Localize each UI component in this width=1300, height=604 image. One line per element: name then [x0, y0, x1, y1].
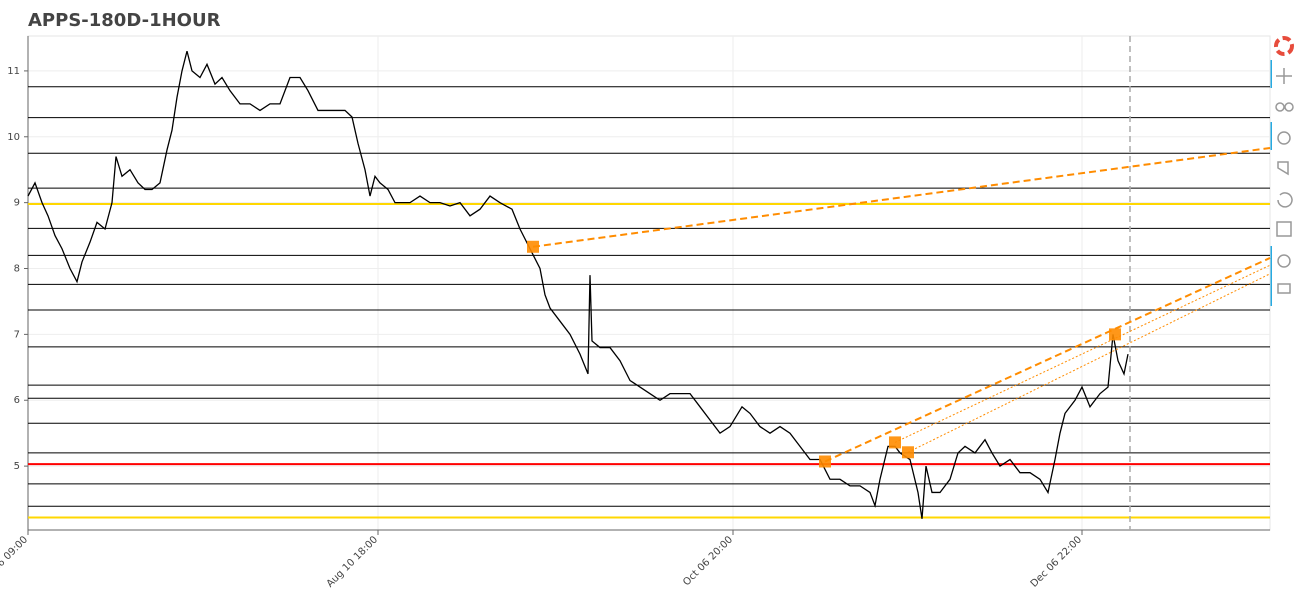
y-tick-label: 11 — [7, 66, 20, 77]
save-tool[interactable] — [1276, 221, 1292, 237]
zoom-tool[interactable] — [1284, 102, 1294, 112]
select-tool[interactable] — [1277, 161, 1289, 176]
trend-line — [894, 264, 1271, 443]
marker — [819, 455, 831, 468]
reset-tool[interactable] — [1277, 192, 1293, 208]
trend-line — [824, 257, 1271, 463]
y-tick-label: 7 — [14, 329, 20, 340]
marker — [889, 436, 901, 449]
hover-tool[interactable] — [1277, 283, 1291, 294]
y-tick-label: 10 — [7, 132, 20, 143]
crosshair-tool[interactable] — [1277, 254, 1291, 268]
zoom-tool[interactable] — [1275, 102, 1285, 112]
tool-active — [1270, 122, 1272, 150]
trend-line — [907, 273, 1271, 453]
marker — [1109, 328, 1121, 341]
toolbar — [1270, 36, 1294, 306]
x-tick-label: Oct 06 20:00 — [681, 534, 735, 588]
y-tick-label: 6 — [14, 395, 20, 406]
y-tick-label: 5 — [14, 461, 20, 472]
y-tick-label: 8 — [14, 264, 20, 275]
plot-area — [27, 35, 1271, 531]
marker — [527, 240, 539, 253]
logo — [1274, 36, 1294, 56]
chart-title: APPS-180D-1HOUR — [28, 10, 221, 31]
tool-active — [1270, 246, 1272, 306]
x-tick-label: Jun 16 09:00 — [0, 534, 30, 587]
pan-tool[interactable] — [1276, 68, 1292, 84]
y-tick-label: 9 — [14, 198, 20, 209]
tool-active — [1270, 60, 1272, 88]
price-line — [27, 50, 1129, 519]
trend-line — [532, 146, 1271, 248]
marker — [902, 446, 914, 459]
x-tick-label: Aug 10 18:00 — [325, 534, 380, 589]
wheel-zoom-tool[interactable] — [1277, 131, 1291, 145]
x-tick-label: Dec 06 22:00 — [1029, 534, 1084, 589]
